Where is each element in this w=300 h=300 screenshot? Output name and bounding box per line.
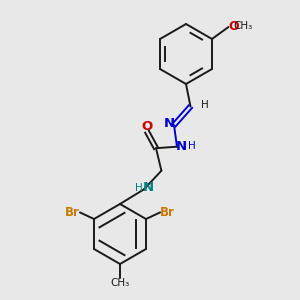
Text: H: H	[135, 183, 142, 193]
Text: H: H	[188, 141, 196, 151]
Text: O: O	[141, 120, 153, 133]
Text: CH₃: CH₃	[233, 21, 253, 31]
Text: Br: Br	[65, 206, 80, 219]
Text: O: O	[229, 20, 239, 33]
Text: H: H	[201, 100, 209, 110]
Text: CH₃: CH₃	[110, 278, 130, 288]
Text: N: N	[143, 181, 154, 194]
Text: N: N	[176, 140, 187, 153]
Text: Br: Br	[160, 206, 175, 219]
Text: N: N	[164, 117, 175, 130]
